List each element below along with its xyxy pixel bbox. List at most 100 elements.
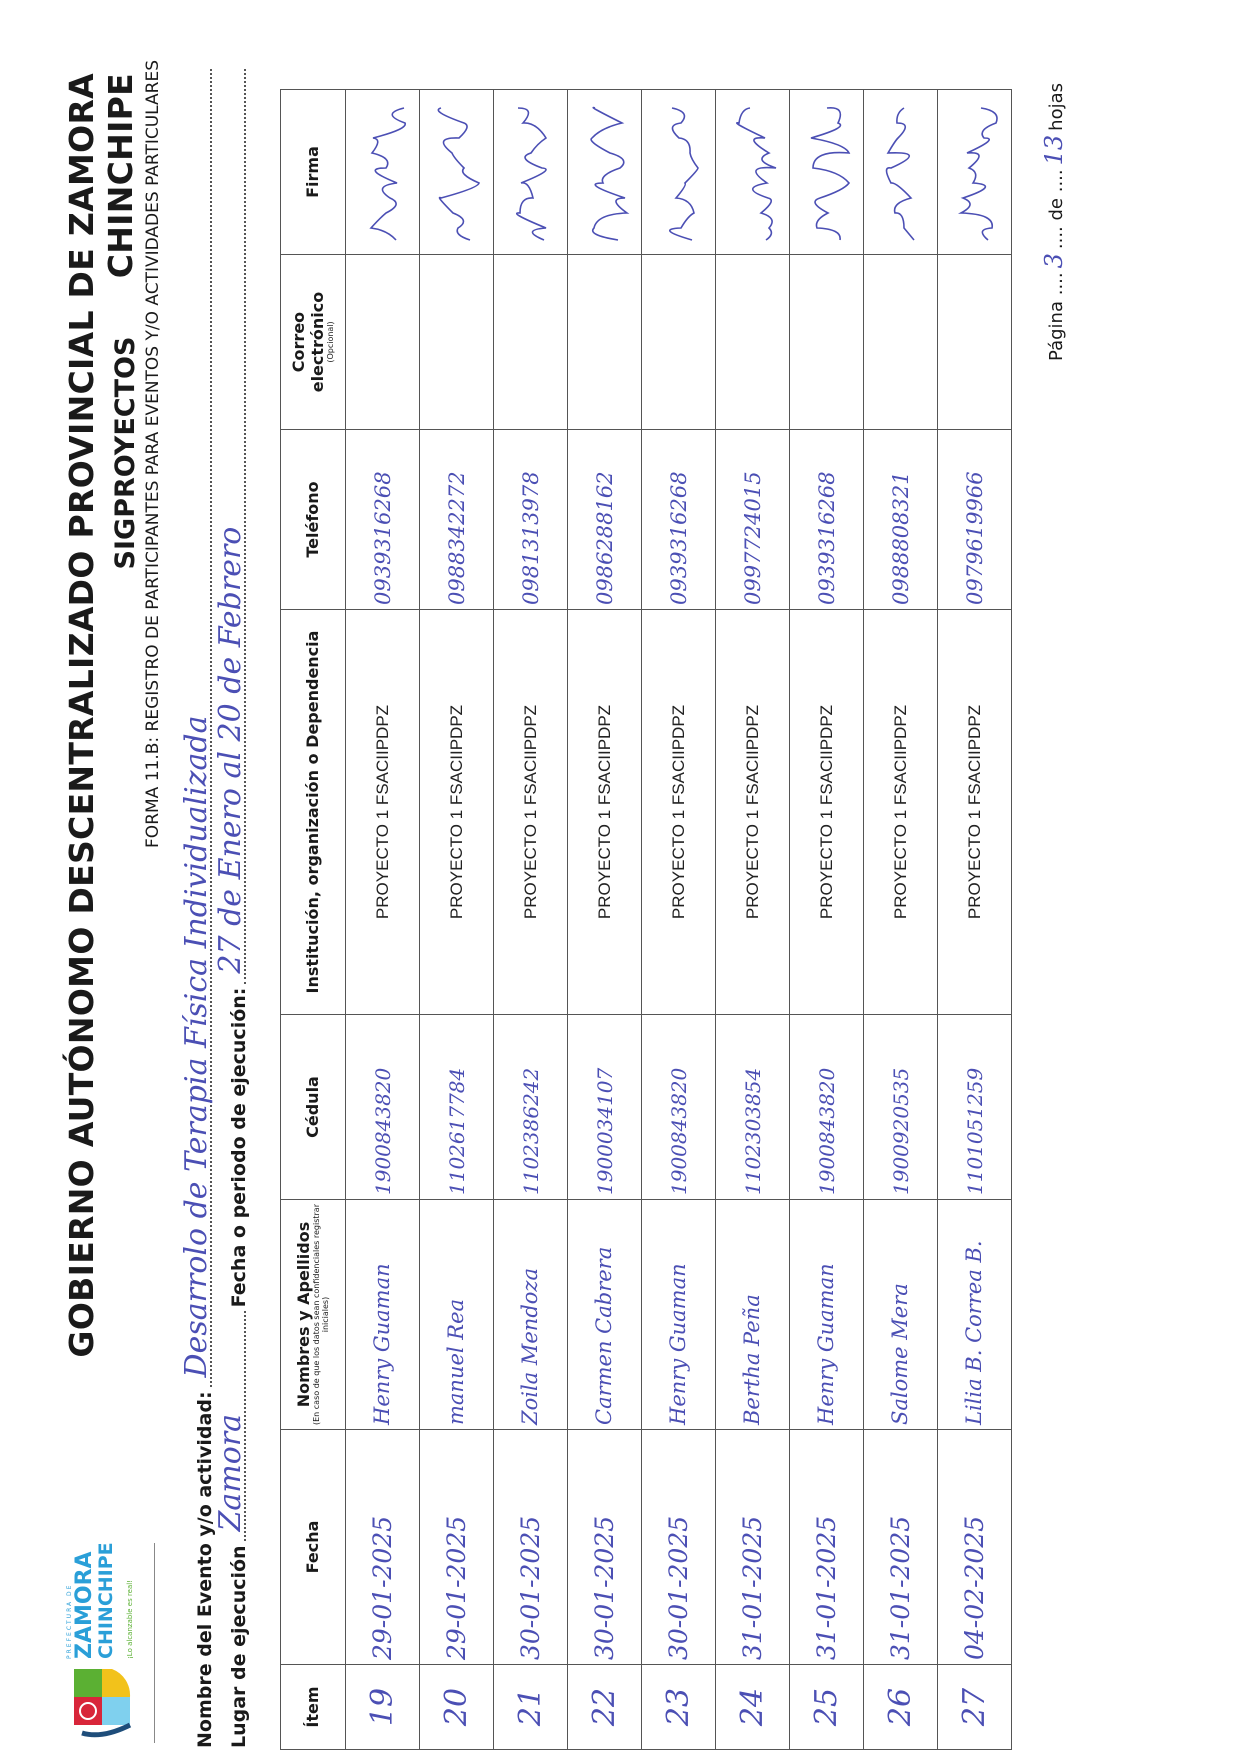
col-firma: Firma bbox=[280, 89, 346, 255]
cell-institucion: PROYECTO 1 FSACIIPDPZ bbox=[567, 609, 642, 1015]
cell-institucion: PROYECTO 1 FSACIIPDPZ bbox=[345, 609, 420, 1015]
cell-item: 24 bbox=[715, 1664, 790, 1750]
cell-correo bbox=[863, 254, 938, 430]
signature bbox=[437, 107, 480, 241]
signature bbox=[735, 107, 776, 241]
cell-fecha: 29-01-2025 bbox=[345, 1429, 420, 1665]
table-header: Ítem Fecha Nombres y Apellidos (En caso d… bbox=[280, 89, 346, 1750]
cell-item: 25 bbox=[789, 1664, 864, 1750]
cell-correo bbox=[641, 254, 716, 430]
place-date-field: Lugar de ejecución Zamora Fecha o period… bbox=[210, 65, 250, 1748]
cell-correo bbox=[419, 254, 494, 430]
cell-fecha: 31-01-2025 bbox=[863, 1429, 938, 1665]
cell-cedula: 1900034107 bbox=[567, 1014, 642, 1200]
cell-telefono: 0979619966 bbox=[937, 429, 1012, 610]
cell-institucion: PROYECTO 1 FSACIIPDPZ bbox=[493, 609, 568, 1015]
signature bbox=[668, 107, 699, 241]
cell-correo bbox=[937, 254, 1012, 430]
cell-telefono: 0988342272 bbox=[419, 429, 494, 610]
signature bbox=[368, 107, 406, 241]
page-counter: Página ....3.... de ....13hojas bbox=[1040, 83, 1068, 361]
cell-cedula: 1900843820 bbox=[641, 1014, 716, 1200]
cell-telefono: 0939316268 bbox=[345, 429, 420, 610]
table-row: 23 30-01-2025 Henry Guaman 1900843820 PROYEC… bbox=[641, 89, 716, 1750]
signature bbox=[810, 106, 850, 241]
cell-fecha: 30-01-2025 bbox=[493, 1429, 568, 1665]
cell-firma bbox=[789, 89, 864, 255]
place-dotted-line: Zamora bbox=[210, 1311, 248, 1542]
cell-cedula: 1900920535 bbox=[863, 1014, 938, 1200]
cell-item: 22 bbox=[567, 1664, 642, 1750]
cell-fecha: 04-02-2025 bbox=[937, 1429, 1012, 1665]
page-label: Página bbox=[1046, 301, 1067, 361]
system-name: SIGPROYECTOS bbox=[110, 336, 141, 570]
col-fecha: Fecha bbox=[280, 1429, 346, 1665]
cell-institucion: PROYECTO 1 FSACIIPDPZ bbox=[789, 609, 864, 1015]
sheets-label: hojas bbox=[1046, 83, 1067, 131]
col-nombres: Nombres y Apellidos (En caso de que los d… bbox=[280, 1199, 346, 1430]
cell-telefono: 0986288162 bbox=[567, 429, 642, 610]
cell-nombre: Zoila Mendoza bbox=[493, 1199, 568, 1430]
place-value: Zamora bbox=[213, 1413, 248, 1532]
cell-correo bbox=[715, 254, 790, 430]
cell-nombre: Lilia B. Correa B. bbox=[937, 1199, 1012, 1430]
cell-cedula: 1101051259 bbox=[937, 1014, 1012, 1200]
cell-telefono: 0997724015 bbox=[715, 429, 790, 610]
page-number: 3 bbox=[1040, 253, 1068, 269]
date-value: 27 de Enero al 20 de Febrero bbox=[213, 526, 248, 974]
cell-nombre: Salome Mera bbox=[863, 1199, 938, 1430]
cell-nombre: manuel Rea bbox=[419, 1199, 494, 1430]
cell-item: 23 bbox=[641, 1664, 716, 1750]
cell-nombre: Bertha Peña bbox=[715, 1199, 790, 1430]
cell-firma bbox=[863, 89, 938, 255]
signature bbox=[515, 107, 547, 241]
cell-fecha: 29-01-2025 bbox=[419, 1429, 494, 1665]
cell-cedula: 1102386242 bbox=[493, 1014, 568, 1200]
cell-firma bbox=[345, 89, 420, 255]
cell-telefono: 0981313978 bbox=[493, 429, 568, 610]
cell-institucion: PROYECTO 1 FSACIIPDPZ bbox=[715, 609, 790, 1015]
cell-telefono: 0988808321 bbox=[863, 429, 938, 610]
cell-telefono: 0939316268 bbox=[641, 429, 716, 610]
event-value: Desarrolo de Terapia Física Individualiz… bbox=[179, 715, 214, 1378]
cell-nombre: Henry Guaman bbox=[789, 1199, 864, 1430]
event-dotted-line: Desarrolo de Terapia Física Individualiz… bbox=[176, 69, 214, 1388]
cell-firma bbox=[715, 89, 790, 255]
logo-line1: ZAMORA bbox=[72, 1551, 97, 1659]
cell-firma bbox=[493, 89, 568, 255]
table-row: 25 31-01-2025 Henry Guaman 1900843820 PROYEC… bbox=[789, 89, 864, 1750]
cell-telefono: 0939316268 bbox=[789, 429, 864, 610]
col-correo: Correo electrónico (Opcional) bbox=[280, 254, 346, 430]
cell-institucion: PROYECTO 1 FSACIIPDPZ bbox=[863, 609, 938, 1015]
cell-firma bbox=[567, 89, 642, 255]
table-row: 27 04-02-2025 Lilia B. Correa B. 1101051259… bbox=[937, 89, 1012, 1750]
table-row: 26 31-01-2025 Salome Mera 1900920535 PROYECT… bbox=[863, 89, 938, 1750]
participants-table: Ítem Fecha Nombres y Apellidos (En caso d… bbox=[280, 89, 1012, 1750]
cell-fecha: 30-01-2025 bbox=[567, 1429, 642, 1665]
logo-line2: CHINCHIPE bbox=[95, 1542, 117, 1659]
cell-cedula: 1900843820 bbox=[789, 1014, 864, 1200]
cell-correo bbox=[789, 254, 864, 430]
date-dotted-line: 27 de Enero al 20 de Febrero bbox=[210, 69, 248, 984]
cell-cedula: 1102303854 bbox=[715, 1014, 790, 1200]
cell-item: 19 bbox=[345, 1664, 420, 1750]
col-cedula: Cédula bbox=[280, 1014, 346, 1200]
cell-firma bbox=[419, 89, 494, 255]
cell-correo bbox=[345, 254, 420, 430]
cell-cedula: 1102617784 bbox=[419, 1014, 494, 1200]
divider bbox=[154, 1543, 155, 1743]
table-row: 20 29-01-2025 manuel Rea 1102617784 PROYECTO… bbox=[419, 89, 494, 1750]
table-row: 22 30-01-2025 Carmen Cabrera 1900034107 PROY… bbox=[567, 89, 642, 1750]
table-row: 24 31-01-2025 Bertha Peña 1102303854 PROYECT… bbox=[715, 89, 790, 1750]
signature bbox=[589, 106, 629, 241]
cell-item: 21 bbox=[493, 1664, 568, 1750]
cell-firma bbox=[641, 89, 716, 255]
signature bbox=[957, 107, 998, 241]
cell-item: 26 bbox=[863, 1664, 938, 1750]
form-name: FORMA 11.B: REGISTRO DE PARTICIPANTES PA… bbox=[143, 60, 163, 848]
cell-item: 27 bbox=[937, 1664, 1012, 1750]
col-institucion: Institución, organización o Dependencia bbox=[280, 609, 346, 1015]
table-row: 19 29-01-2025 Henry Guaman 1900843820 PROYEC… bbox=[345, 89, 420, 1750]
cell-cedula: 1900843820 bbox=[345, 1014, 420, 1200]
cell-institucion: PROYECTO 1 FSACIIPDPZ bbox=[937, 609, 1012, 1015]
